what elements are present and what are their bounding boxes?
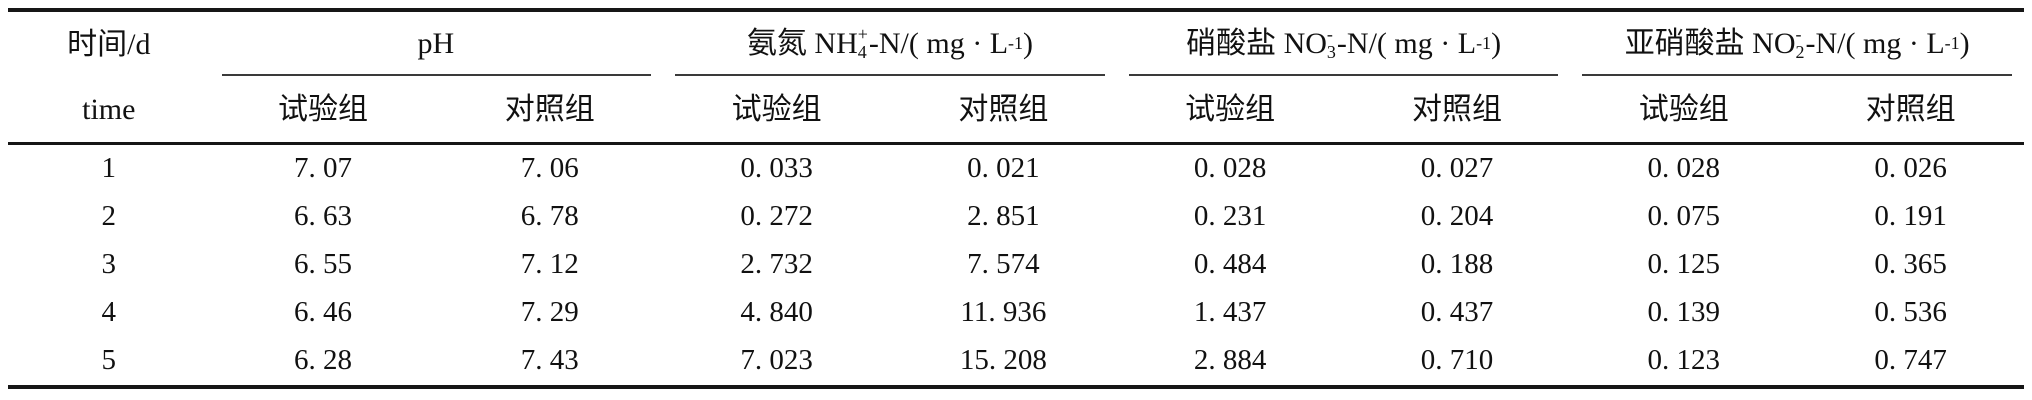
- value-cell: 6. 46: [293, 296, 352, 329]
- group-header-ammonia: 氨氮 NH +4 -N/( mg · L -1 ): [663, 10, 1117, 76]
- value-cell: 0. 027: [1420, 152, 1494, 185]
- group-header-nitrite-label: 亚硝酸盐 NO -2 -N/( mg · L -1 ): [1582, 12, 2012, 76]
- value-cell: 0. 028: [1647, 152, 1721, 185]
- time-header-english: time: [82, 92, 136, 126]
- table-row: 5 6. 28 7. 43 7. 023 15. 208 2. 884 0. 7…: [8, 337, 2024, 387]
- value-cell: 15. 208: [959, 344, 1047, 377]
- value-cell: 7. 07: [293, 152, 352, 185]
- group-header-row: 时间/d pH 氨氮 NH +4 -N/( mg · L -1 ) 硝酸盐 NO -3-…: [8, 10, 2024, 76]
- value-cell: 0. 747: [1874, 344, 1947, 377]
- value-cell: 0. 123: [1647, 344, 1721, 377]
- water-quality-table: 时间/d pH 氨氮 NH +4 -N/( mg · L -1 ) 硝酸盐 NO -3-…: [8, 8, 2024, 389]
- value-cell: 7. 06: [520, 152, 579, 185]
- value-cell: 2. 884: [1193, 344, 1267, 377]
- subheader-ph-test: 试验组: [209, 76, 437, 145]
- value-cell: 7. 574: [967, 248, 1040, 281]
- time-cell: 3: [101, 248, 117, 281]
- subheader-ph-control: 对照组: [436, 76, 664, 145]
- group-header-ph: pH: [210, 10, 664, 76]
- value-cell: 0. 437: [1420, 296, 1494, 329]
- value-cell: 7. 023: [740, 344, 813, 377]
- value-cell: 0. 231: [1193, 200, 1267, 233]
- time-cell: 2: [101, 200, 117, 233]
- group-unit-text: -N/( mg · L: [868, 26, 1009, 60]
- value-cell: 6. 55: [293, 248, 352, 281]
- time-header-label: 时间/d: [67, 27, 151, 61]
- value-cell: 2. 732: [740, 248, 813, 281]
- value-cell: 0. 139: [1647, 296, 1721, 329]
- value-cell: 0. 021: [967, 152, 1040, 185]
- value-cell: 0. 075: [1647, 200, 1721, 233]
- subheader-ammonia-test: 试验组: [663, 76, 890, 145]
- time-column-header-line2: time: [8, 76, 210, 145]
- subheader-ammonia-control: 对照组: [889, 76, 1117, 145]
- table-row: 2 6. 63 6. 78 0. 272 2. 851 0. 231 0. 20…: [8, 193, 2024, 241]
- chem-superscript: -: [1326, 24, 1333, 44]
- time-cell: 4: [101, 296, 117, 329]
- time-column-header-line1: 时间/d: [8, 10, 210, 76]
- value-cell: 7. 29: [520, 296, 579, 329]
- time-cell: 5: [101, 344, 117, 377]
- subheader-nitrite-control: 对照组: [1797, 76, 2024, 145]
- table-row: 1 7. 07 7. 06 0. 033 0. 021 0. 028 0. 02…: [8, 144, 2024, 194]
- group-unit-text: -N/( mg · L: [1805, 26, 1945, 60]
- subheader-nitrite-test: 试验组: [1570, 76, 1798, 145]
- group-prefix: 硝酸盐 NO: [1186, 26, 1327, 60]
- table-row: 3 6. 55 7. 12 2. 732 7. 574 0. 484 0. 18…: [8, 241, 2024, 289]
- value-cell: 0. 033: [740, 152, 813, 185]
- value-cell: 0. 365: [1874, 248, 1947, 281]
- time-cell: 1: [101, 152, 117, 185]
- group-header-nitrate: 硝酸盐 NO -3 -N/( mg · L -1 ): [1117, 10, 1571, 76]
- chem-subscript: 3: [1326, 42, 1336, 62]
- chem-superscript: +: [857, 24, 868, 44]
- group-unit-text: -N/( mg · L: [1336, 26, 1477, 60]
- group-header-nitrite: 亚硝酸盐 NO -2 -N/( mg · L -1 ): [1570, 10, 2024, 76]
- chem-subscript: 2: [1795, 42, 1805, 62]
- group-header-ammonia-label: 氨氮 NH +4 -N/( mg · L -1 ): [675, 12, 1105, 76]
- subheader-nitrate-test: 试验组: [1116, 76, 1344, 145]
- chem-subscript: 4: [857, 42, 867, 62]
- chem-stacked-script: +4: [858, 25, 868, 61]
- subheader-row: time 试验组 对照组 试验组 对照组 试验组 对照组 试验组 对照组: [8, 76, 2024, 145]
- value-cell: 6. 28: [293, 344, 352, 377]
- value-cell: 4. 840: [740, 296, 813, 329]
- value-cell: 1. 437: [1193, 296, 1267, 329]
- chem-superscript: -: [1795, 24, 1802, 44]
- group-prefix: pH: [417, 26, 455, 60]
- table-row: 4 6. 46 7. 29 4. 840 11. 936 1. 437 0. 4…: [8, 289, 2024, 337]
- group-unit-close: ): [1959, 26, 1970, 60]
- value-cell: 0. 484: [1193, 248, 1267, 281]
- value-cell: 0. 272: [740, 200, 813, 233]
- value-cell: 0. 204: [1420, 200, 1494, 233]
- value-cell: 6. 63: [293, 200, 352, 233]
- group-header-nitrate-label: 硝酸盐 NO -3 -N/( mg · L -1 ): [1128, 12, 1559, 76]
- value-cell: 0. 028: [1193, 152, 1267, 185]
- chem-stacked-script: -2: [1796, 25, 1805, 61]
- value-cell: 7. 43: [520, 344, 579, 377]
- value-cell: 7. 12: [520, 248, 579, 281]
- value-cell: 11. 936: [960, 296, 1047, 329]
- group-unit-close: ): [1491, 26, 1502, 60]
- group-prefix: 亚硝酸盐 NO: [1624, 26, 1796, 60]
- group-header-ph-label: pH: [221, 12, 652, 76]
- value-cell: 0. 188: [1420, 248, 1494, 281]
- value-cell: 2. 851: [967, 200, 1040, 233]
- value-cell: 0. 125: [1647, 248, 1721, 281]
- subheader-nitrate-control: 对照组: [1343, 76, 1571, 145]
- value-cell: 0. 191: [1874, 200, 1947, 233]
- value-cell: 6. 78: [520, 200, 579, 233]
- value-cell: 0. 026: [1874, 152, 1947, 185]
- group-prefix: 氨氮 NH: [746, 26, 858, 60]
- value-cell: 0. 710: [1420, 344, 1494, 377]
- group-unit-close: ): [1023, 26, 1034, 60]
- value-cell: 0. 536: [1874, 296, 1947, 329]
- chem-stacked-script: -3: [1327, 25, 1336, 61]
